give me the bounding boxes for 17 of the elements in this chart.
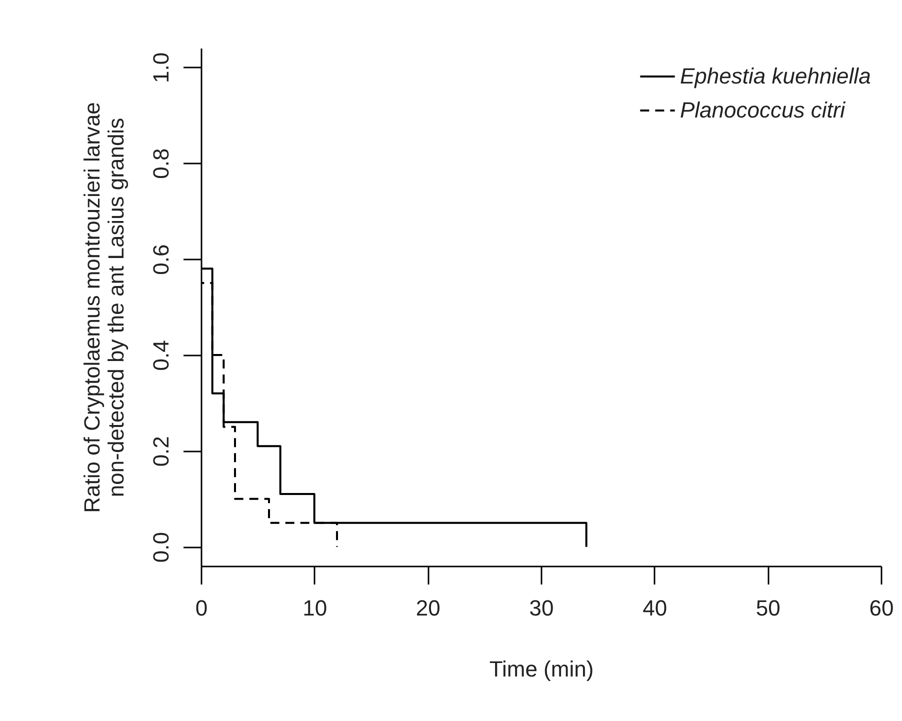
y-axis-title: Ratio of Cryptolaemus montrouzieri larvae non-detected by the ant Lasius grandis bbox=[80, 102, 128, 513]
y-tick-label: 0.8 bbox=[148, 148, 174, 179]
y-tick-label: 0.4 bbox=[148, 340, 174, 371]
x-tick-label: 0 bbox=[195, 596, 208, 620]
y-tick-label: 0.0 bbox=[148, 532, 174, 563]
legend-label: Planococcus citri bbox=[680, 98, 846, 122]
x-tick-label: 30 bbox=[529, 596, 554, 620]
x-axis-title: Time (min) bbox=[489, 656, 594, 682]
x-tick-label: 50 bbox=[756, 596, 780, 620]
x-tick-label: 20 bbox=[416, 596, 440, 620]
legend-label: Ephestia kuehniella bbox=[680, 64, 871, 88]
y-tick-label: 0.2 bbox=[148, 436, 174, 467]
y-tick-label: 0.6 bbox=[148, 244, 174, 275]
y-tick-label: 1.0 bbox=[148, 52, 174, 83]
x-tick-label: 40 bbox=[642, 596, 668, 620]
x-tick-label: 10 bbox=[302, 596, 328, 620]
x-tick-label: 60 bbox=[869, 596, 894, 620]
